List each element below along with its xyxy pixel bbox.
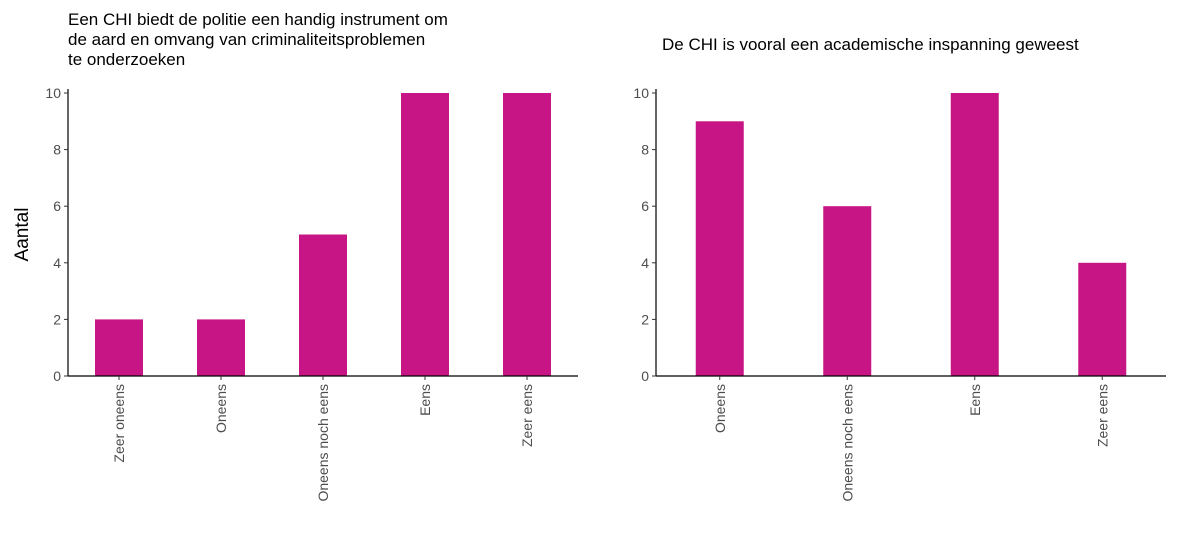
- chart-title-line: Een CHI biedt de politie een handig inst…: [68, 10, 448, 29]
- chart-title-line: de aard en omvang van criminaliteitsprob…: [68, 30, 425, 49]
- x-tick-label: Eens: [417, 384, 433, 416]
- y-tick-label: 10: [45, 85, 61, 101]
- right-chart-panel: De CHI is vooral een academische inspann…: [633, 35, 1166, 502]
- y-tick-label: 4: [53, 255, 61, 271]
- y-tick-label: 2: [641, 311, 649, 327]
- bar: [197, 319, 245, 376]
- x-tick-label: Oneens noch eens: [315, 384, 331, 502]
- y-tick-label: 4: [641, 255, 649, 271]
- bar: [950, 93, 999, 376]
- bar: [401, 93, 449, 376]
- x-tick-label: Zeer eens: [519, 384, 535, 447]
- x-tick-label: Oneens: [712, 384, 728, 433]
- x-tick-label: Zeer oneens: [111, 384, 127, 463]
- x-tick-label: Oneens noch eens: [839, 384, 855, 502]
- y-axis-label: Aantal: [12, 208, 33, 262]
- y-tick-label: 8: [641, 142, 649, 158]
- y-tick-label: 6: [53, 198, 61, 214]
- chart-title-line: te onderzoeken: [68, 50, 185, 69]
- bar: [695, 121, 744, 376]
- bar: [299, 234, 347, 376]
- x-tick-label: Oneens: [213, 384, 229, 433]
- y-tick-label: 10: [633, 85, 649, 101]
- x-tick-label: Eens: [967, 384, 983, 416]
- bar: [1078, 262, 1127, 376]
- bar: [95, 319, 143, 376]
- y-tick-label: 0: [53, 368, 61, 384]
- x-tick-label: Zeer eens: [1094, 384, 1110, 447]
- y-tick-label: 2: [53, 311, 61, 327]
- y-tick-label: 0: [641, 368, 649, 384]
- left-chart-panel: Een CHI biedt de politie een handig inst…: [12, 10, 578, 502]
- bar: [503, 93, 551, 376]
- y-tick-label: 6: [641, 198, 649, 214]
- bar: [823, 206, 872, 376]
- chart-title-line: De CHI is vooral een academische inspann…: [662, 35, 1079, 54]
- y-tick-label: 8: [53, 142, 61, 158]
